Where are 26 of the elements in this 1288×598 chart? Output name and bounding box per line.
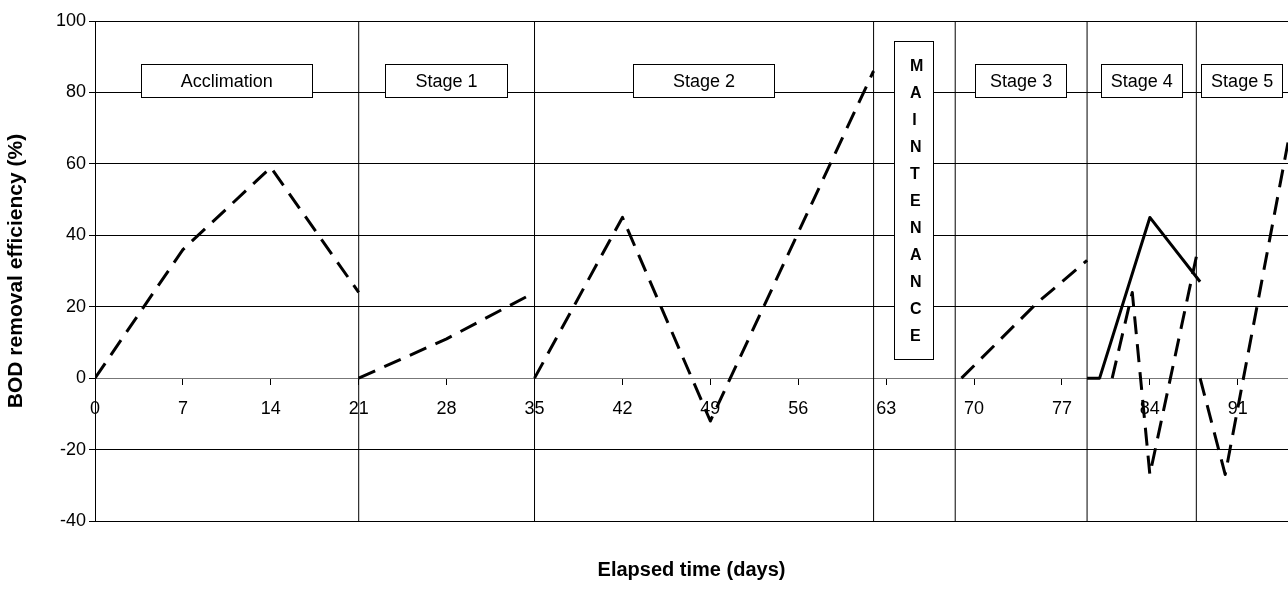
- y-tick-label: 20: [65, 295, 86, 316]
- text-box: Stage 4: [1100, 64, 1183, 98]
- text-box: MAINTENANCE: [894, 41, 935, 360]
- y-tick-label: 60: [65, 152, 86, 173]
- y-axis-title: BOD removal efficiency (%): [3, 133, 27, 409]
- x-tick-label: 70: [964, 397, 985, 418]
- x-tick-label: 77: [1051, 397, 1072, 418]
- x-tick-label: 14: [260, 397, 281, 418]
- text-box: Stage 1: [385, 64, 509, 98]
- text-box: Acclimation: [140, 64, 313, 98]
- y-tick-label: -40: [59, 509, 86, 530]
- x-tick-label: 28: [436, 397, 457, 418]
- x-axis-title: Elapsed time (days): [597, 557, 786, 580]
- text-box: Stage 5: [1201, 64, 1284, 98]
- y-tick-label: 100: [55, 9, 86, 30]
- x-tick-label: 42: [612, 397, 633, 418]
- y-tick-label: 80: [65, 81, 86, 102]
- y-tick-label: -20: [59, 438, 86, 459]
- y-tick-label: 0: [75, 367, 86, 388]
- text-box: Stage 2: [633, 64, 776, 98]
- x-tick-label: 7: [177, 397, 188, 418]
- x-tick-label: 63: [876, 397, 897, 418]
- y-tick-label: 40: [65, 224, 86, 245]
- x-tick-label: 56: [788, 397, 809, 418]
- text-box: Stage 3: [975, 64, 1068, 98]
- x-tick-label: 91: [1227, 397, 1248, 418]
